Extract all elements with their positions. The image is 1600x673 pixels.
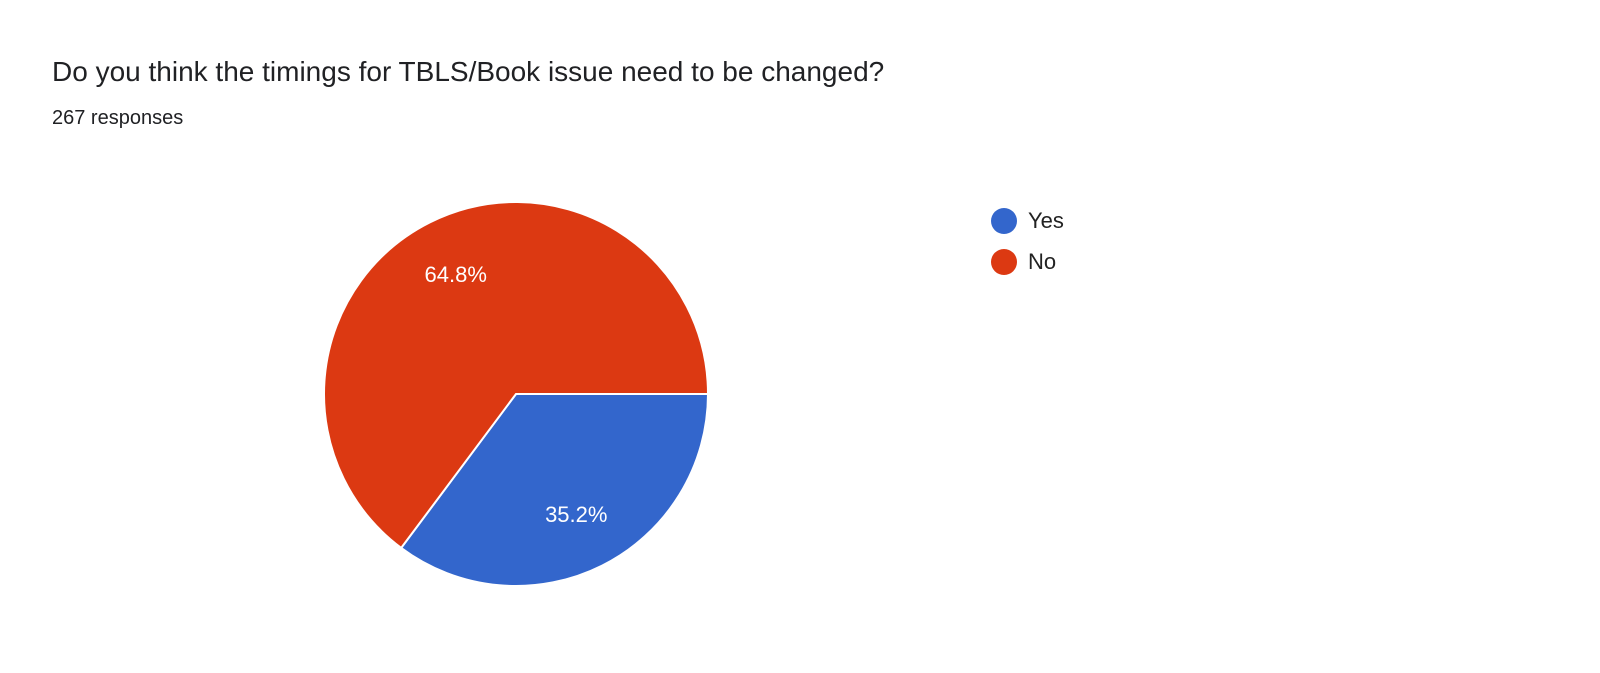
data-label-yes: 35.2% [545,502,607,527]
data-label-no: 64.8% [425,262,487,287]
legend: Yes No [991,200,1064,282]
legend-label-yes: Yes [1028,207,1064,233]
pie-slice-yes[interactable] [399,393,710,587]
legend-marker-yes [991,207,1017,234]
chart-title: Do you think the timings for TBLS/Book i… [52,56,885,87]
legend-item-no[interactable]: No [991,241,1064,282]
response-count: 267 responses [52,107,184,129]
legend-marker-no [991,248,1017,275]
legend-label-no: No [1028,248,1057,274]
legend-item-yes[interactable]: Yes [991,200,1064,241]
pie-slice-no[interactable] [323,201,710,550]
